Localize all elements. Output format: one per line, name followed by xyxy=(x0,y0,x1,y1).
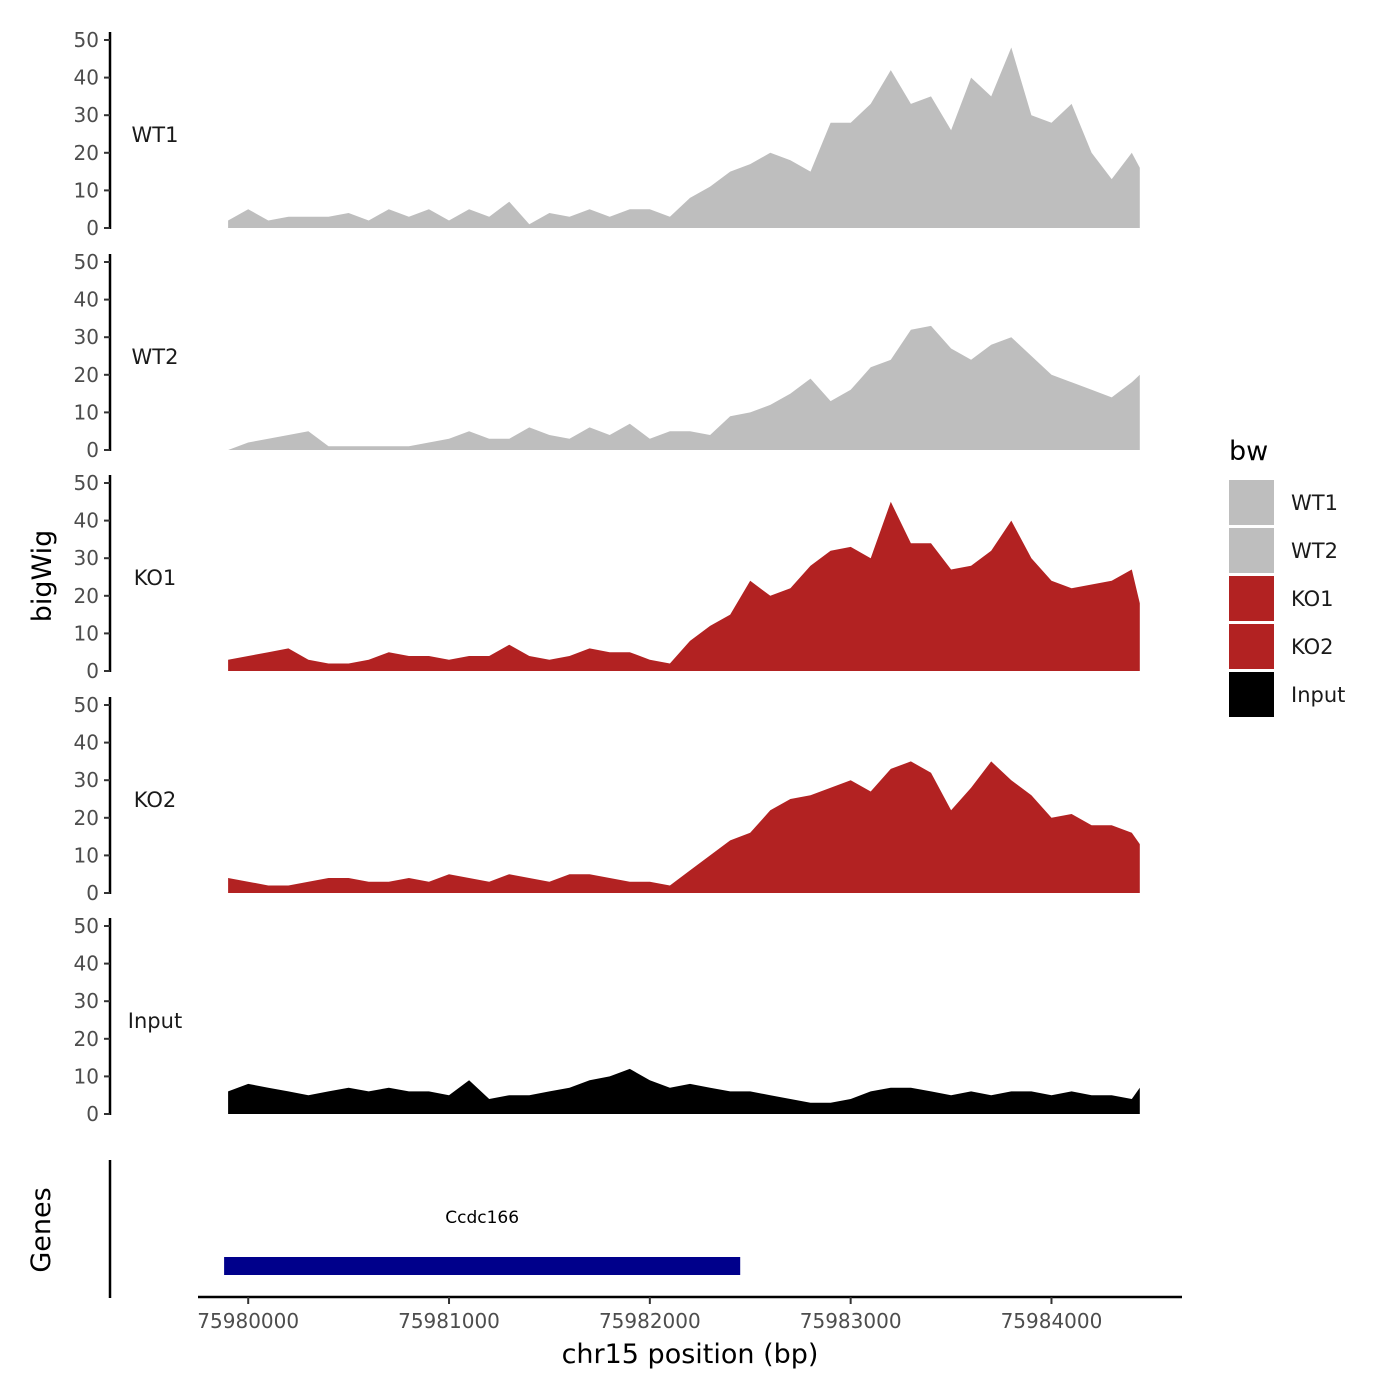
y-tick-label: 0 xyxy=(86,216,99,240)
y-tick-label: 50 xyxy=(74,693,99,717)
track-input: 0 10 20 30 40 50 Input xyxy=(74,914,1140,1126)
y-tick-label: 40 xyxy=(74,288,99,312)
legend-swatch xyxy=(1229,480,1274,525)
y-tick-label: 30 xyxy=(74,768,99,792)
y-tick-label: 30 xyxy=(74,103,99,127)
x-tick-label: 75984000 xyxy=(1001,1309,1103,1333)
track-wt2: 0 10 20 30 40 50 WT2 xyxy=(74,250,1140,462)
y-axis-title: bigWig xyxy=(27,530,58,623)
legend-label: KO1 xyxy=(1291,587,1334,611)
x-axis: 75980000 75981000 75982000 75983000 75984000 xyxy=(197,1295,1182,1333)
x-tick-label: 75982000 xyxy=(599,1309,701,1333)
track-label: KO1 xyxy=(134,566,177,590)
legend-swatch xyxy=(1229,624,1274,669)
track-label: KO2 xyxy=(134,788,177,812)
legend-swatch xyxy=(1229,672,1274,717)
legend-swatch xyxy=(1229,576,1274,621)
y-tick-label: 0 xyxy=(86,881,99,905)
y-tick-label: 10 xyxy=(74,1064,99,1088)
signal-area-input xyxy=(228,1068,1140,1114)
x-tick-label: 75983000 xyxy=(800,1309,902,1333)
legend-label: WT2 xyxy=(1291,539,1338,563)
y-tick-label: 20 xyxy=(74,363,99,387)
y-tick-label: 30 xyxy=(74,546,99,570)
track-ko2: 0 10 20 30 40 50 KO2 xyxy=(74,693,1140,905)
legend-title: bw xyxy=(1229,436,1268,467)
legend: bw WT1 WT2 KO1 KO2 Input xyxy=(1229,436,1345,717)
y-tick-label: 40 xyxy=(74,66,99,90)
y-tick-label: 50 xyxy=(74,250,99,274)
signal-area-ko2 xyxy=(228,761,1140,893)
y-tick-label: 20 xyxy=(74,1027,99,1051)
signal-area-wt2 xyxy=(228,325,1140,450)
legend-swatch xyxy=(1229,528,1274,573)
y-tick-label: 10 xyxy=(74,843,99,867)
y-tick-label: 0 xyxy=(86,1102,99,1126)
y-tick-label: 0 xyxy=(86,438,99,462)
y-tick-label: 10 xyxy=(74,621,99,645)
legend-item-ko2: KO2 xyxy=(1229,624,1334,669)
y-tick-label: 30 xyxy=(74,325,99,349)
track-ko1: 0 10 20 30 40 50 KO1 xyxy=(74,471,1140,683)
y-tick-label: 40 xyxy=(74,509,99,533)
legend-label: KO2 xyxy=(1291,635,1334,659)
y-tick-label: 20 xyxy=(74,141,99,165)
genes-panel: Genes Ccdc166 xyxy=(26,1160,741,1298)
x-tick-label: 75980000 xyxy=(197,1309,299,1333)
legend-item-input: Input xyxy=(1229,672,1345,717)
signal-area-wt1 xyxy=(228,47,1140,228)
legend-item-wt2: WT2 xyxy=(1229,528,1338,573)
y-tick-label: 10 xyxy=(74,400,99,424)
signal-tracks: 0 10 20 30 40 50 WT1 0 10 20 30 40 50 WT2 0 10 20 30 40 50 K… xyxy=(74,28,1140,1126)
y-tick-label: 50 xyxy=(74,28,99,52)
y-tick-label: 10 xyxy=(74,178,99,202)
x-axis-title: chr15 position (bp) xyxy=(562,1339,819,1370)
y-tick-label: 20 xyxy=(74,806,99,830)
legend-label: Input xyxy=(1291,683,1345,707)
track-wt1: 0 10 20 30 40 50 WT1 xyxy=(74,28,1140,240)
track-label: WT1 xyxy=(132,123,179,147)
legend-label: WT1 xyxy=(1291,491,1338,515)
signal-area-ko1 xyxy=(228,501,1140,671)
x-tick-label: 75981000 xyxy=(398,1309,500,1333)
y-tick-label: 20 xyxy=(74,584,99,608)
track-label: WT2 xyxy=(132,345,179,369)
legend-item-ko1: KO1 xyxy=(1229,576,1334,621)
gene-feature-ccdc166 xyxy=(224,1257,741,1275)
track-label: Input xyxy=(128,1009,182,1033)
legend-item-wt1: WT1 xyxy=(1229,480,1338,525)
y-tick-label: 0 xyxy=(86,659,99,683)
y-tick-label: 50 xyxy=(74,471,99,495)
genes-axis-title: Genes xyxy=(26,1187,57,1272)
y-tick-label: 30 xyxy=(74,989,99,1013)
y-tick-label: 50 xyxy=(74,914,99,938)
y-tick-label: 40 xyxy=(74,952,99,976)
y-tick-label: 40 xyxy=(74,731,99,755)
gene-label: Ccdc166 xyxy=(445,1208,519,1228)
